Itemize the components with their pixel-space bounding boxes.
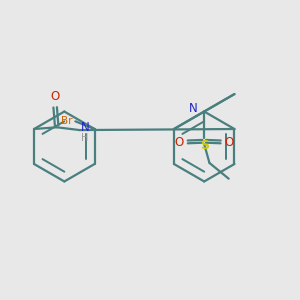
Text: Br: Br bbox=[61, 116, 73, 126]
Text: O: O bbox=[50, 90, 60, 103]
Text: O: O bbox=[175, 136, 184, 149]
Text: S: S bbox=[200, 139, 209, 152]
Text: O: O bbox=[224, 136, 234, 149]
Text: N: N bbox=[81, 122, 90, 134]
Text: H: H bbox=[81, 133, 88, 143]
Text: N: N bbox=[189, 102, 198, 115]
